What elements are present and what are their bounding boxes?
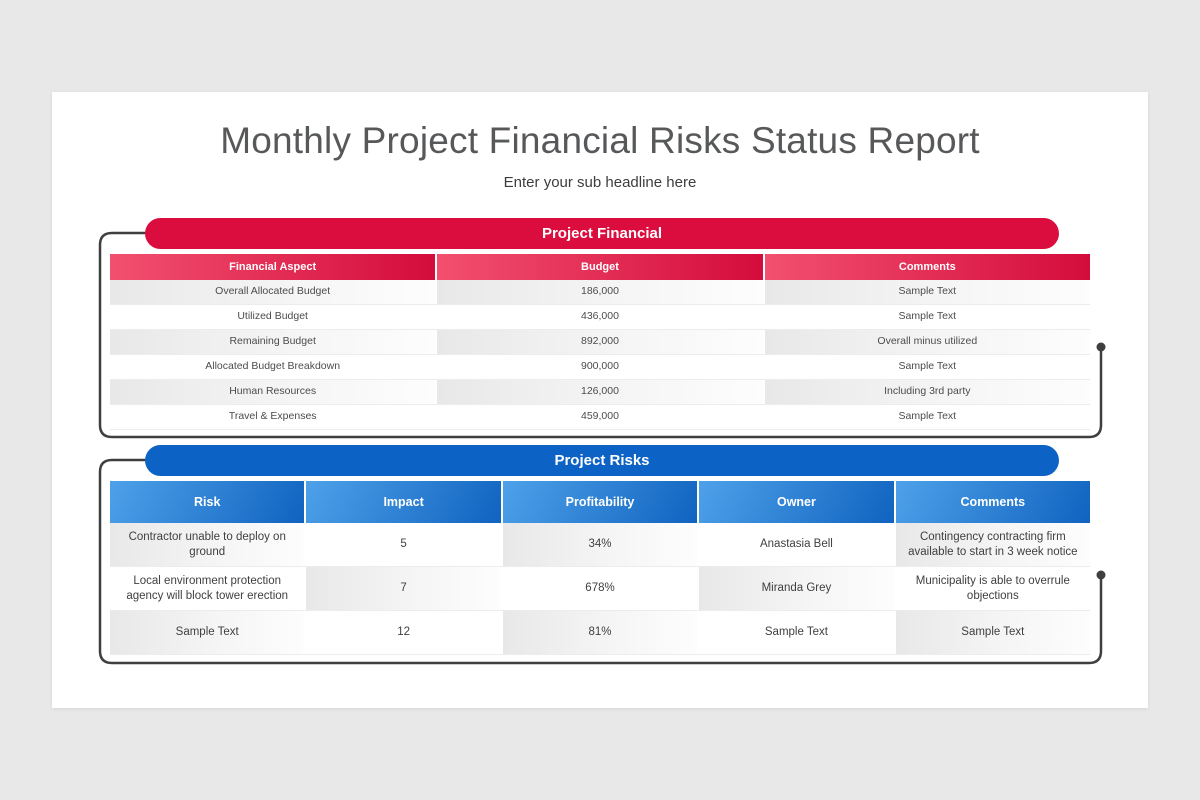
table-cell: Sample Text [764,355,1090,379]
table-cell: Contingency contracting firm available t… [895,523,1091,566]
financial-header-row: Financial Aspect Budget Comments [110,254,1090,280]
table-cell: Allocated Budget Breakdown [110,355,436,379]
slide-card: Monthly Project Financial Risks Status R… [52,92,1148,708]
risks-table-body: Contractor unable to deploy on ground 5 34… [110,523,1091,655]
column-header: Impact [306,481,501,523]
table-cell: Sample Text [764,405,1090,429]
table-cell: 900,000 [437,355,763,379]
table-cell: Remaining Budget [110,330,436,354]
table-cell: 5 [306,523,501,566]
table-cell: Utilized Budget [110,305,436,329]
column-header: Budget [437,254,763,280]
table-cell: Local environment protection agency will… [110,567,305,610]
table-cell: Human Resources [110,380,436,404]
table-cell: 7 [306,567,501,610]
table-cell: 12 [306,611,501,654]
table-cell: 436,000 [437,305,763,329]
table-cell: 81% [502,611,698,654]
financial-section-title-pill: Project Financial [145,218,1059,249]
column-header: Comments [895,481,1091,523]
table-cell: Municipality is able to overrule objecti… [895,567,1091,610]
table-cell: Sample Text [110,611,305,654]
column-header: Financial Aspect [110,254,436,280]
connector-dot [1096,342,1106,352]
column-header: Comments [764,254,1090,280]
table-cell: Sample Text [699,611,894,654]
table-row: Remaining Budget 892,000 Overall minus uti… [110,330,1090,355]
risks-section-title-pill: Project Risks [145,445,1059,476]
table-row: Utilized Budget 436,000 Sample Text [110,305,1090,330]
page-subtitle: Enter your sub headline here [503,174,697,191]
risks-section-title: Project Risks [554,452,650,469]
table-row: Travel & Expenses 459,000 Sample Text [110,405,1090,430]
financial-table-body: Overall Allocated Budget 186,000 Sample Te… [110,280,1090,430]
column-header: Profitability [502,481,698,523]
risks-table: Risk Impact Profitability Owner Comments Con… [110,481,1091,655]
table-row: Local environment protection agency will… [110,567,1091,611]
table-cell: 126,000 [437,380,763,404]
connector-dot [1096,570,1106,580]
table-row: Allocated Budget Breakdown 900,000 Sample … [110,355,1090,380]
risks-header-row: Risk Impact Profitability Owner Comments [110,481,1091,523]
table-cell: Sample Text [764,280,1090,304]
table-cell: 186,000 [437,280,763,304]
table-cell: 459,000 [437,405,763,429]
table-cell: Travel & Expenses [110,405,436,429]
table-row: Contractor unable to deploy on ground 5 34… [110,523,1091,567]
financial-table: Financial Aspect Budget Comments Overall A… [110,254,1090,430]
risks-outline-bracket [98,458,1106,665]
table-row: Overall Allocated Budget 186,000 Sample Te… [110,280,1090,305]
table-cell: Miranda Grey [699,567,894,610]
table-cell: 34% [502,523,698,566]
table-cell: 678% [502,567,698,610]
table-cell: Overall minus utilized [764,330,1090,354]
table-cell: Contractor unable to deploy on ground [110,523,305,566]
table-row: Sample Text 12 81% Sample Text Sample Text [110,611,1091,655]
column-header: Risk [110,481,305,523]
table-cell: Overall Allocated Budget [110,280,436,304]
page-title: Monthly Project Financial Risks Status R… [220,120,980,161]
financial-outline-bracket [98,231,1106,439]
table-cell: Anastasia Bell [699,523,894,566]
table-cell: 892,000 [437,330,763,354]
table-cell: Including 3rd party [764,380,1090,404]
financial-section-title: Project Financial [541,225,663,242]
column-header: Owner [699,481,894,523]
table-row: Human Resources 126,000 Including 3rd part… [110,380,1090,405]
table-cell: Sample Text [895,611,1091,654]
table-cell: Sample Text [764,305,1090,329]
